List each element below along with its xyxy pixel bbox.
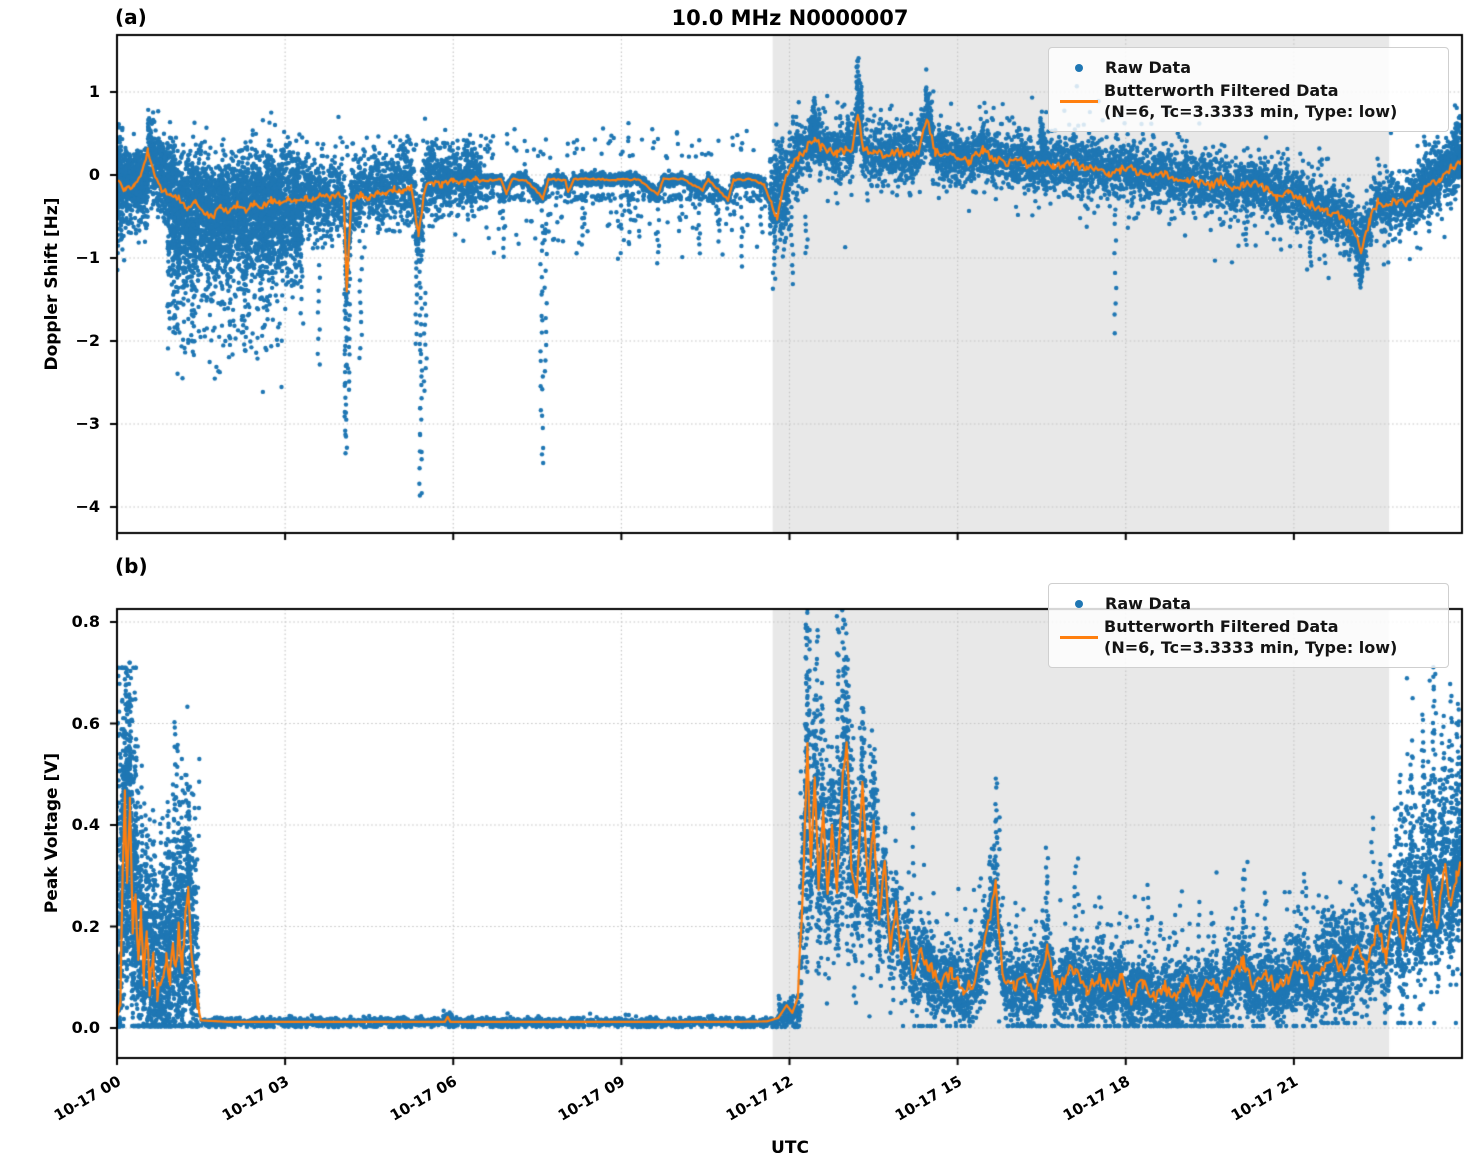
y-tick-label: −4 xyxy=(75,497,100,516)
y-tick-label: 0 xyxy=(88,165,100,184)
legend-entry-raw: Raw Data xyxy=(1057,593,1438,614)
panel-a-label: (a) xyxy=(115,5,147,29)
filtered-line-marker-icon xyxy=(1060,635,1098,639)
y-tick-label: 0.6 xyxy=(71,713,100,733)
y-tick-label: 1 xyxy=(88,82,100,101)
filtered-line-marker-icon xyxy=(1060,99,1098,103)
y-tick-label: −1 xyxy=(75,248,100,267)
legend-filtered-label: Butterworth Filtered Data (N=6, Tc=3.333… xyxy=(1104,617,1398,657)
legend-filtered-label: Butterworth Filtered Data (N=6, Tc=3.333… xyxy=(1104,81,1398,121)
y-tick-label: 0.4 xyxy=(71,815,100,834)
legend-raw-label: Raw Data xyxy=(1105,594,1191,613)
legend-entry-filtered: Butterworth Filtered Data (N=6, Tc=3.333… xyxy=(1057,616,1438,658)
panel-b-label: (b) xyxy=(115,554,148,578)
raw-data-marker-icon xyxy=(1075,63,1083,72)
raw-data-marker-icon xyxy=(1075,599,1083,608)
y-tick-label: 0.0 xyxy=(71,1018,100,1037)
legend-panel-b: Raw Data Butterworth Filtered Data (N=6,… xyxy=(1048,583,1449,668)
legend-raw-label: Raw Data xyxy=(1105,58,1191,77)
legend-panel-a: Raw Data Butterworth Filtered Data (N=6,… xyxy=(1048,47,1449,132)
legend-entry-raw: Raw Data xyxy=(1057,57,1438,78)
y-tick-label: −3 xyxy=(75,414,100,433)
y-tick-label: 0.2 xyxy=(71,916,100,936)
legend-entry-filtered: Butterworth Filtered Data (N=6, Tc=3.333… xyxy=(1057,80,1438,122)
figure-title: 10.0 MHz N0000007 xyxy=(671,6,909,30)
y-tick-label: 0.8 xyxy=(71,612,100,631)
x-axis-label: UTC xyxy=(771,1138,809,1158)
y-tick-label: −2 xyxy=(75,331,100,350)
